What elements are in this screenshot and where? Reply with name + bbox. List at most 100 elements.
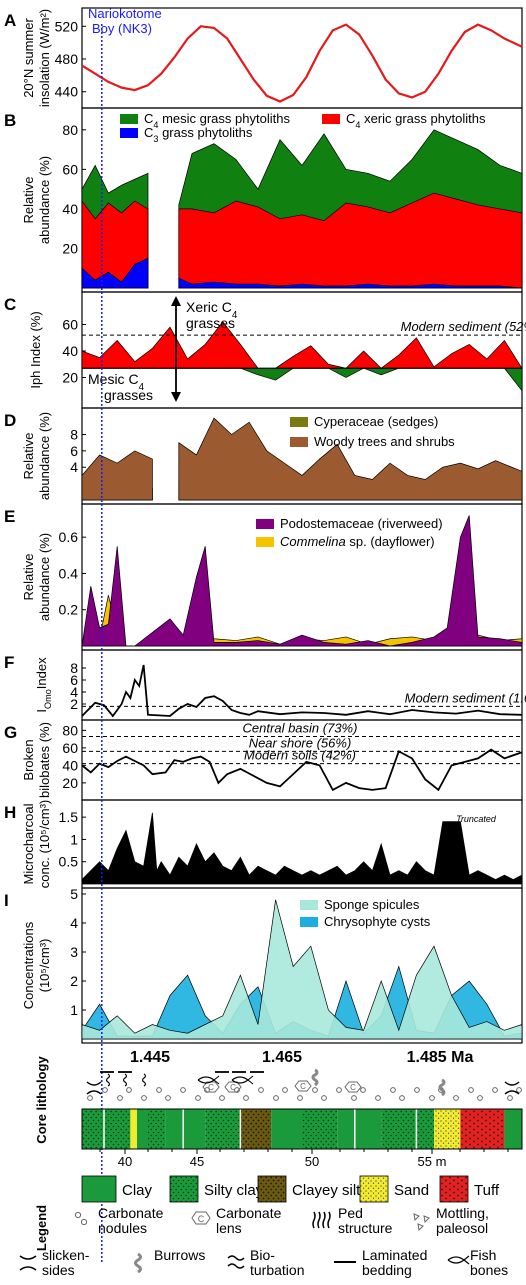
y-tick-label: 3: [70, 944, 78, 960]
y-tick-label: 480: [55, 51, 79, 67]
carbonate-nodule-symbol: [87, 1095, 93, 1101]
arrow-down-label-part: C: [128, 371, 138, 387]
carbonate-nodule-symbol: [351, 1095, 357, 1101]
legend-slickensides-symbol: [19, 1255, 37, 1271]
carbonate-nodule-symbol: [492, 1087, 498, 1093]
arrow-down-label-sub: 4: [139, 382, 145, 393]
y-axis-label: Relativeabundance (%): [21, 156, 52, 244]
y-axis-label-line: abundance (%): [37, 156, 52, 244]
legend-label-part: C: [144, 111, 153, 126]
carbonate-nodule-symbol: [507, 1095, 513, 1101]
legend-symbol-label-line: lens: [216, 1220, 242, 1236]
y-tick-label: 8: [70, 426, 78, 442]
arrow-up-label: Xeric C4: [186, 299, 238, 321]
carbonate-nodule-symbol: [414, 1087, 420, 1093]
carbonate-nodule-symbol: [297, 1095, 303, 1101]
core-band: [165, 1109, 206, 1149]
core-band: [137, 1109, 148, 1149]
series-area-c4-xeric-grass-phytoliths: [81, 192, 523, 289]
series-area-: [81, 812, 523, 885]
data-line: [81, 664, 523, 718]
legend-symbol-label-line: Laminated: [362, 1247, 427, 1263]
carbonate-nodule-symbol: [516, 1087, 522, 1093]
series-area-podostemaceae-riverweed-: [81, 515, 523, 647]
carbonate-nodule-symbol: [399, 1095, 405, 1101]
rock-swatch: [439, 1175, 469, 1203]
y-axis-label-line: abundance (%): [37, 533, 52, 621]
y-axis-label: Iph Index (%): [28, 311, 43, 388]
arrow-up-label-part: C: [222, 299, 232, 315]
core-lithology-title: Core lithology: [34, 1056, 49, 1144]
reference-label: Near shore (56%): [249, 735, 352, 750]
x-tick-label: 1.485 Ma: [407, 1049, 474, 1066]
legend-symbol-label-line: Carbonate: [98, 1205, 164, 1221]
legend-label-part: C: [144, 125, 153, 140]
y-axis-label-line: Iph Index (%): [28, 311, 43, 388]
carbonate-nodule-symbol: [477, 1095, 483, 1101]
legend-symbol-label-line: Mottling,: [436, 1205, 489, 1221]
y-tick-label: 60: [62, 317, 78, 333]
core-band: [337, 1109, 382, 1149]
carbonate-nodule-symbol: [390, 1087, 396, 1093]
panel-letter: F: [4, 653, 14, 672]
carbonate-lens-symbol: [224, 1081, 242, 1093]
legend-ped-symbol: [312, 1211, 316, 1229]
legend-symbol-label-line: slicken-: [42, 1247, 90, 1263]
carbonate-lens-letter: C: [350, 1083, 356, 1092]
arrow-up-label-2: grasses: [186, 315, 235, 331]
panel-letter: D: [4, 411, 16, 430]
legend-bioturbation-symbol: [227, 1263, 245, 1269]
legend-swatch: [300, 917, 318, 927]
panel-letter: H: [4, 803, 16, 822]
carbonate-lens-symbol: [294, 1080, 312, 1092]
legend-symbol-label: Burrows: [154, 1247, 205, 1263]
legend-label-part: grass phytoliths: [158, 125, 252, 140]
legend-burrow-symbol: [134, 1252, 142, 1274]
reference-label: Modern soils (42%): [244, 748, 356, 763]
legend-mottle-symbol: [413, 1213, 420, 1222]
legend-symbol-label-line: Fish: [470, 1247, 496, 1263]
y-axis-label-line: Concentrations: [21, 921, 36, 1009]
legend-swatch: [120, 114, 138, 124]
core-band: [381, 1109, 434, 1149]
y-axis-label-line: Microcharcoal: [21, 803, 36, 884]
carbonate-nodule-symbol: [258, 1087, 264, 1093]
arrow-head-up: [171, 296, 181, 306]
legend-symbol-label: Carbonate nodules: [98, 1205, 164, 1236]
y-axis-label-line: Relative: [21, 433, 36, 480]
series-area-sponge-spicules: [81, 899, 523, 1040]
y-tick-label: 80: [62, 122, 78, 138]
y-tick-label: 80: [62, 722, 78, 738]
legend-label-sub: 4: [355, 120, 360, 130]
y-axis-label-line: insolation (W/m²): [37, 9, 52, 107]
y-tick-label: 60: [62, 161, 78, 177]
panel-h: H 0.5 1 1.5 Microcharcoalconc. (10⁵/cm³) Trun…: [4, 799, 523, 889]
legend-symbol-label: Fish bones: [470, 1247, 508, 1278]
legend-label-sub: 4: [153, 120, 158, 130]
y-tick-label: 0.5: [59, 854, 79, 870]
nk3-label-2: Boy (NK3): [92, 21, 152, 36]
carbonate-nodule-symbol: [156, 1087, 162, 1093]
y-axis-label-part: Index: [34, 657, 49, 689]
rock-label: Clayey silt: [292, 1182, 361, 1199]
bioturbation-symbol: [141, 1073, 147, 1087]
depth-tick-label: 50: [305, 1154, 319, 1169]
panel-e: E 0.2 0.4 0.6 Relativeabundance (%) Podostema…: [4, 503, 523, 651]
legend-label-part: xeric grass phytoliths: [360, 111, 485, 126]
rock-label: Tuff: [474, 1182, 500, 1199]
panel-letter: E: [4, 507, 15, 526]
bioturbation-symbol: [105, 1073, 111, 1087]
legend-label: C3 grass phytoliths: [144, 125, 253, 144]
core-band: [302, 1109, 338, 1149]
arrow-down-label-part: Mesic: [88, 371, 128, 387]
carbonate-nodule-symbol: [429, 1095, 435, 1101]
legend-symbol-label-line: structure: [338, 1220, 393, 1236]
series-area-woody-trees-and-shrubs: [81, 417, 523, 501]
legend-label-part: Sponge spicules: [324, 897, 420, 912]
y-tick-label: 8: [70, 660, 78, 676]
legend-swatch: [322, 114, 340, 124]
legend-label: Podostemaceae (riverweed): [280, 516, 443, 531]
